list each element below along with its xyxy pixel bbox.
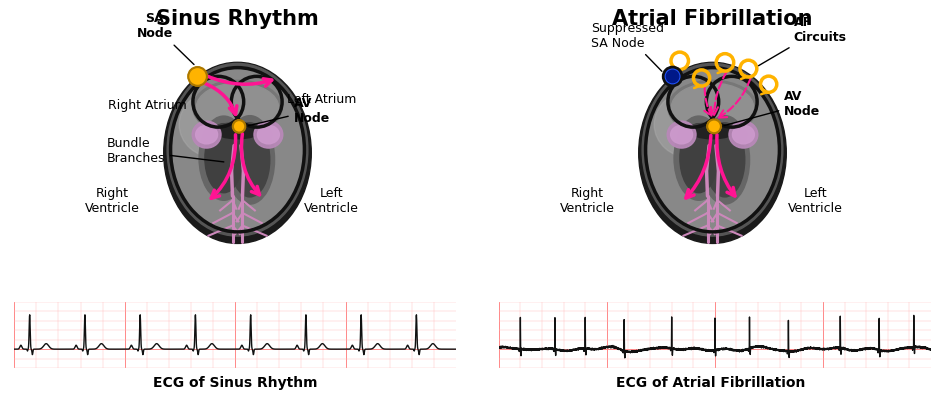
- Circle shape: [188, 67, 207, 86]
- Ellipse shape: [678, 123, 747, 146]
- Circle shape: [233, 120, 245, 133]
- Circle shape: [188, 72, 249, 132]
- Ellipse shape: [638, 62, 787, 244]
- Text: Atrial Fibrillation: Atrial Fibrillation: [612, 9, 813, 29]
- Ellipse shape: [667, 121, 696, 148]
- Circle shape: [229, 74, 284, 129]
- Ellipse shape: [196, 125, 218, 144]
- Ellipse shape: [197, 83, 278, 132]
- Ellipse shape: [646, 68, 779, 232]
- Ellipse shape: [193, 80, 282, 135]
- Text: Bundle
Branches: Bundle Branches: [106, 137, 224, 165]
- Ellipse shape: [216, 124, 259, 139]
- Circle shape: [663, 72, 724, 132]
- Circle shape: [668, 76, 719, 127]
- Text: Right
Ventricle: Right Ventricle: [560, 187, 616, 215]
- Circle shape: [666, 70, 679, 83]
- Text: ECG of Sinus Rhythm: ECG of Sinus Rhythm: [153, 376, 318, 390]
- Ellipse shape: [192, 121, 221, 148]
- Ellipse shape: [655, 91, 730, 158]
- Ellipse shape: [230, 123, 270, 197]
- Text: Sinus Rhythm: Sinus Rhythm: [156, 9, 319, 29]
- Ellipse shape: [167, 64, 308, 236]
- Text: AV
Node: AV Node: [248, 97, 330, 126]
- Ellipse shape: [668, 80, 757, 135]
- Text: AF
Circuits: AF Circuits: [758, 16, 846, 66]
- Circle shape: [193, 76, 244, 127]
- Ellipse shape: [203, 123, 272, 146]
- Ellipse shape: [180, 91, 255, 158]
- Text: Left
Ventricle: Left Ventricle: [304, 187, 358, 215]
- Ellipse shape: [254, 121, 283, 148]
- Text: Left Atrium: Left Atrium: [288, 93, 357, 106]
- Text: ECG of Atrial Fibrillation: ECG of Atrial Fibrillation: [616, 376, 806, 390]
- Text: Right Atrium: Right Atrium: [108, 99, 187, 112]
- Circle shape: [701, 72, 762, 132]
- Circle shape: [706, 76, 757, 127]
- Ellipse shape: [171, 68, 304, 232]
- Ellipse shape: [672, 83, 753, 132]
- Circle shape: [663, 67, 682, 86]
- Ellipse shape: [700, 116, 750, 204]
- Ellipse shape: [163, 62, 312, 244]
- Ellipse shape: [729, 121, 758, 148]
- Circle shape: [231, 76, 282, 127]
- Text: Suppressed
SA Node: Suppressed SA Node: [591, 22, 664, 71]
- Ellipse shape: [705, 123, 745, 197]
- Text: SA
Node: SA Node: [137, 12, 194, 64]
- Ellipse shape: [732, 125, 754, 144]
- Circle shape: [226, 72, 287, 132]
- Ellipse shape: [671, 125, 693, 144]
- Text: AV
Node: AV Node: [724, 90, 821, 126]
- Ellipse shape: [674, 116, 724, 200]
- Text: Left
Ventricle: Left Ventricle: [788, 187, 843, 215]
- Ellipse shape: [642, 64, 783, 236]
- Circle shape: [666, 74, 721, 129]
- Ellipse shape: [691, 124, 734, 139]
- Ellipse shape: [205, 124, 242, 193]
- Circle shape: [704, 74, 759, 129]
- Ellipse shape: [257, 125, 279, 144]
- Text: Right
Ventricle: Right Ventricle: [86, 187, 141, 215]
- Ellipse shape: [200, 116, 249, 200]
- Circle shape: [707, 120, 721, 133]
- Ellipse shape: [680, 124, 717, 193]
- Ellipse shape: [225, 116, 275, 204]
- Circle shape: [191, 74, 246, 129]
